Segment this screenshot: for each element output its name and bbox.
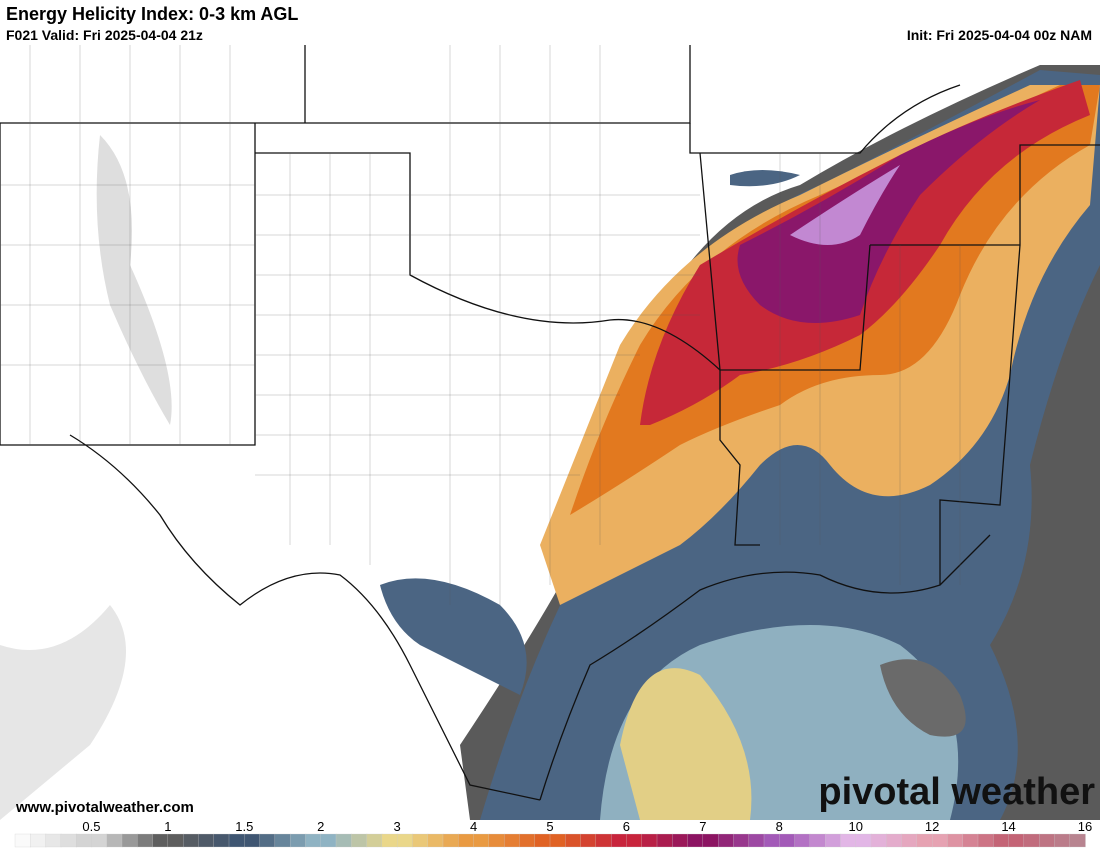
colorbar-swatch bbox=[137, 833, 154, 848]
colorbar-swatch bbox=[931, 833, 949, 848]
colorbar-swatch bbox=[534, 833, 551, 848]
colorbar-label: 6 bbox=[623, 820, 630, 834]
colorbar-swatch bbox=[228, 833, 245, 848]
colorbar-swatch bbox=[916, 833, 933, 848]
init-time: Init: Fri 2025-04-04 00z NAM bbox=[906, 27, 1092, 43]
colorbar-swatch bbox=[901, 833, 918, 848]
colorbar-swatch bbox=[503, 833, 521, 848]
map: www.pivotalweather.com pivotal weather bbox=[0, 45, 1100, 820]
colorbar-swatch bbox=[335, 833, 352, 848]
colorbar-swatch bbox=[305, 833, 322, 848]
colorbar-swatch bbox=[748, 833, 765, 848]
colorbar-label: 12 bbox=[925, 820, 939, 834]
colorbar-swatch bbox=[106, 833, 123, 848]
valid-time: F021 Valid: Fri 2025-04-04 21z bbox=[6, 27, 203, 43]
colorbar-swatch bbox=[977, 833, 994, 848]
colorbar-swatch bbox=[855, 833, 872, 848]
colorbar-swatch bbox=[427, 833, 444, 848]
colorbar-swatch bbox=[396, 833, 414, 848]
colorbar-swatch bbox=[870, 833, 887, 848]
colorbar-swatch bbox=[458, 833, 475, 848]
colorbar-label: 4 bbox=[470, 820, 477, 834]
colorbar-swatch bbox=[45, 833, 62, 848]
colorbar-swatch bbox=[840, 833, 857, 848]
colorbar-label: 14 bbox=[1001, 820, 1015, 834]
colorbar-swatch bbox=[610, 833, 628, 848]
colorbar-swatch bbox=[641, 833, 658, 848]
colorbar-swatch bbox=[809, 833, 826, 848]
colorbar: 0.5 1 1.5 2 3 4 5 6 7 8 10 12 14 16 bbox=[14, 820, 1092, 848]
colorbar-swatch bbox=[717, 833, 735, 848]
county-grid bbox=[0, 45, 961, 605]
colorbar-swatch bbox=[962, 833, 979, 848]
colorbar-label: 8 bbox=[776, 820, 783, 834]
colorbar-swatch bbox=[488, 833, 505, 848]
colorbar-swatch bbox=[1023, 833, 1040, 848]
colorbar-swatch bbox=[75, 833, 93, 848]
colorbar-swatch bbox=[442, 833, 459, 848]
title: Energy Helicity Index: 0-3 km AGL bbox=[6, 4, 299, 24]
colorbar-swatch bbox=[152, 833, 169, 848]
colorbar-swatch bbox=[30, 833, 47, 848]
colorbar-swatch bbox=[121, 833, 138, 848]
colorbar-swatch bbox=[580, 833, 597, 848]
colorbar-label: 10 bbox=[848, 820, 862, 834]
colorbar-swatch bbox=[672, 833, 689, 848]
colorbar-label: 3 bbox=[394, 820, 401, 834]
colorbar-swatch bbox=[274, 833, 291, 848]
colorbar-swatch bbox=[595, 833, 612, 848]
colorbar-swatch bbox=[259, 833, 276, 848]
colorbar-swatch bbox=[733, 833, 750, 848]
colorbar-swatch bbox=[244, 833, 261, 848]
colorbar-swatch bbox=[626, 833, 643, 848]
colorbar-swatch bbox=[473, 833, 490, 848]
borders bbox=[0, 45, 1100, 801]
colorbar-label: 7 bbox=[699, 820, 706, 834]
colorbar-swatch bbox=[947, 833, 964, 848]
colorbar-swatch bbox=[320, 833, 337, 848]
colorbar-swatch bbox=[794, 833, 811, 848]
website: www.pivotalweather.com bbox=[15, 799, 194, 816]
colorbar-swatch bbox=[1008, 833, 1025, 848]
colorbar-swatch bbox=[779, 833, 796, 848]
colorbar-swatch bbox=[886, 833, 903, 848]
colorbar-label: 2 bbox=[317, 820, 324, 834]
colorbar-swatch bbox=[763, 833, 780, 848]
colorbar-swatch bbox=[412, 833, 429, 848]
colorbar-swatch bbox=[565, 833, 582, 848]
colorbar-swatch bbox=[14, 833, 31, 848]
colorbar-label: 1 bbox=[164, 820, 171, 834]
colorbar-swatch bbox=[91, 833, 108, 848]
colorbar-swatch bbox=[824, 833, 842, 848]
colorbar-swatch bbox=[702, 833, 719, 848]
colorbar-swatch bbox=[1054, 833, 1071, 848]
colorbar-swatch bbox=[1069, 833, 1086, 848]
colorbar-label: 16 bbox=[1078, 820, 1092, 834]
colorbar-swatch bbox=[60, 833, 77, 848]
colorbar-swatch bbox=[993, 833, 1010, 848]
colorbar-swatch bbox=[182, 833, 200, 848]
colorbar-swatch bbox=[1038, 833, 1056, 848]
colorbar-swatch bbox=[351, 833, 368, 848]
colorbar-swatch bbox=[687, 833, 704, 848]
colorbar-swatch bbox=[549, 833, 566, 848]
colorbar-swatch bbox=[167, 833, 184, 848]
colorbar-label: 5 bbox=[546, 820, 553, 834]
colorbar-label: 0.5 bbox=[82, 820, 100, 834]
colorbar-swatch bbox=[381, 833, 398, 848]
colorbar-swatch bbox=[366, 833, 383, 848]
colorbar-swatch bbox=[198, 833, 215, 848]
colorbar-swatch bbox=[519, 833, 536, 848]
colorbar-label: 1.5 bbox=[235, 820, 253, 834]
watermark: pivotal weather bbox=[818, 771, 1095, 813]
colorbar-swatch bbox=[289, 833, 307, 848]
colorbar-swatch bbox=[656, 833, 673, 848]
colorbar-swatch bbox=[213, 833, 230, 848]
